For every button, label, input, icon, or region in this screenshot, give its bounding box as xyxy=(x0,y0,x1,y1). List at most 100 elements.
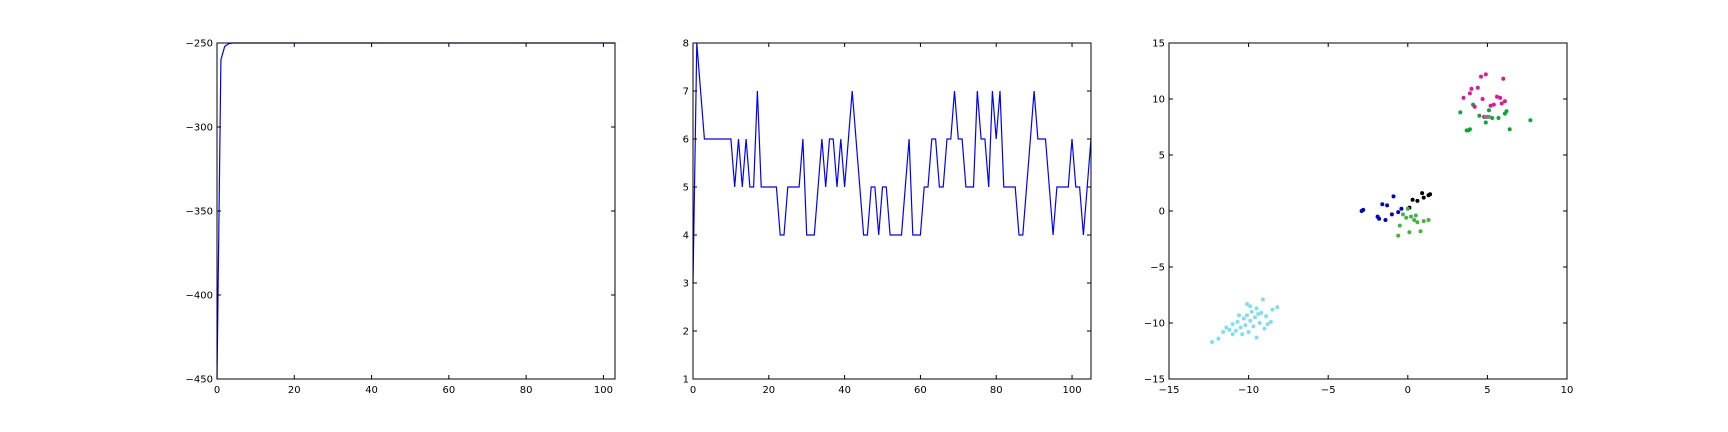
scatter-point-s4-6 xyxy=(1483,120,1488,125)
scatter-point-s0-21 xyxy=(1257,321,1262,325)
scatter-point-s5-2 xyxy=(1469,86,1474,91)
plot-frame xyxy=(216,42,616,380)
scatter-point-s0-28 xyxy=(1270,307,1275,312)
scatter-point-s2-0 xyxy=(1410,197,1415,202)
scatter-point-s0-11 xyxy=(1243,323,1248,328)
scatter-point-s3-5 xyxy=(1407,230,1412,235)
scatter-point-s3-0 xyxy=(1396,233,1401,238)
scatter-point-s5-7 xyxy=(1483,72,1488,77)
scatter-point-s5-13 xyxy=(1499,101,1504,106)
scatter-point-s5-1 xyxy=(1467,91,1472,96)
scatter-point-s4-14 xyxy=(1466,128,1471,133)
scatter-point-s0-6 xyxy=(1233,328,1238,333)
x-tick-label: −15 xyxy=(1158,385,1179,396)
y-tick-label: −10 xyxy=(1144,319,1165,330)
x-tick-label: −10 xyxy=(1238,385,1259,396)
y-tick-label: −300 xyxy=(186,123,213,134)
x-tick-label: 10 xyxy=(1561,385,1574,396)
scatter-point-s5-0 xyxy=(1461,95,1466,100)
scatter-point-s0-17 xyxy=(1253,315,1257,320)
scatter-point-s4-0 xyxy=(1458,110,1463,115)
scatter-point-s0-13 xyxy=(1246,330,1251,334)
scatter-point-s1-5 xyxy=(1383,218,1388,222)
scatter-point-s0-22 xyxy=(1259,310,1264,315)
y-tick-label: 1 xyxy=(683,375,689,386)
scatter-point-s3-4 xyxy=(1405,206,1410,211)
scatter-point-s5-12 xyxy=(1498,95,1503,100)
scatter-point-s4-9 xyxy=(1496,116,1501,120)
scatter-point-s0-2 xyxy=(1221,330,1226,334)
y-tick-label: 7 xyxy=(683,87,689,98)
x-tick-label: 100 xyxy=(1063,385,1082,396)
scatter-point-s3-10 xyxy=(1418,229,1423,234)
scatter-point-s0-1 xyxy=(1216,336,1221,341)
scatter-point-s5-10 xyxy=(1491,102,1496,107)
y-tick-label: 6 xyxy=(683,135,689,146)
scatter-point-s0-27 xyxy=(1268,319,1273,324)
y-tick-label: 10 xyxy=(1152,95,1165,106)
scatter-point-s0-31 xyxy=(1230,332,1235,337)
series-line-0 xyxy=(692,42,1092,284)
x-tick-label: 0 xyxy=(1405,385,1411,396)
scatter-point-s0-26 xyxy=(1265,322,1270,327)
y-tick-label: −250 xyxy=(186,39,213,50)
scatter-point-s0-23 xyxy=(1260,297,1265,302)
chart-panel-convergence: 0 20 40 60 80 100 −450 −400 −350 −300 −250 xyxy=(186,39,616,396)
series-line-0 xyxy=(216,42,615,380)
scatter-point-s5-11 xyxy=(1495,94,1499,99)
scatter-point-s4-12 xyxy=(1507,127,1512,132)
scatter-point-s5-15 xyxy=(1502,99,1507,104)
y-tick-label: −450 xyxy=(186,375,213,386)
scatter-point-s0-18 xyxy=(1254,306,1259,311)
scatter-point-s0-5 xyxy=(1230,322,1235,327)
scatter-point-s4-7 xyxy=(1487,108,1491,113)
y-tick-label: −350 xyxy=(186,207,213,218)
x-tick-label: 60 xyxy=(442,385,455,396)
x-tick-label: 40 xyxy=(838,385,851,396)
scatter-point-s1-4 xyxy=(1380,202,1385,207)
scatter-point-s3-11 xyxy=(1421,219,1426,224)
scatter-point-s0-30 xyxy=(1245,302,1249,306)
scatter-point-s3-3 xyxy=(1404,215,1409,220)
y-tick-label: 5 xyxy=(683,183,689,194)
scatter-point-s3-8 xyxy=(1413,213,1418,218)
scatter-point-s1-3 xyxy=(1377,216,1382,221)
scatter-point-s0-4 xyxy=(1227,327,1232,332)
scatter-point-s0-25 xyxy=(1264,314,1269,319)
y-tick-label: 3 xyxy=(683,279,689,290)
y-tick-label: 8 xyxy=(683,39,689,50)
scatter-point-s5-5 xyxy=(1479,74,1483,79)
scatter-point-s0-33 xyxy=(1248,304,1253,309)
x-tick-label: 40 xyxy=(365,385,378,396)
x-tick-label: 0 xyxy=(214,385,220,396)
scatter-point-s0-24 xyxy=(1262,326,1267,331)
scatter-point-s2-5 xyxy=(1428,192,1433,197)
scatter-point-s0-8 xyxy=(1238,325,1243,330)
scatter-point-s0-16 xyxy=(1251,324,1256,329)
scatter-point-s6-0 xyxy=(1483,114,1488,119)
y-tick-label: 0 xyxy=(1159,207,1165,218)
scatter-point-s5-9 xyxy=(1488,103,1493,108)
y-tick-label: −5 xyxy=(1150,263,1165,274)
scatter-point-s5-4 xyxy=(1475,85,1480,90)
y-tick-label: 15 xyxy=(1152,39,1165,50)
scatter-point-s2-1 xyxy=(1415,198,1420,203)
scatter-point-s0-20 xyxy=(1256,312,1261,316)
scatter-point-s2-2 xyxy=(1420,191,1425,196)
scatter-point-s0-3 xyxy=(1224,325,1229,330)
scatter-point-s1-7 xyxy=(1389,212,1394,217)
scatter-point-s5-6 xyxy=(1480,97,1485,101)
scatter-point-s1-6 xyxy=(1385,203,1390,208)
scatter-point-s0-15 xyxy=(1249,309,1254,314)
scatter-point-s1-10 xyxy=(1399,206,1404,211)
scatter-point-s1-9 xyxy=(1396,210,1401,215)
scatter-point-s0-9 xyxy=(1240,332,1245,337)
scatter-point-s3-12 xyxy=(1426,218,1431,222)
scatter-point-s5-14 xyxy=(1501,76,1506,81)
scatter-point-s3-7 xyxy=(1412,218,1417,222)
x-tick-label: 0 xyxy=(690,385,696,396)
scatter-point-s5-3 xyxy=(1472,104,1477,109)
y-tick-label: −400 xyxy=(186,291,213,302)
plot-frame xyxy=(692,42,1092,380)
scatter-point-s0-19 xyxy=(1254,335,1259,340)
